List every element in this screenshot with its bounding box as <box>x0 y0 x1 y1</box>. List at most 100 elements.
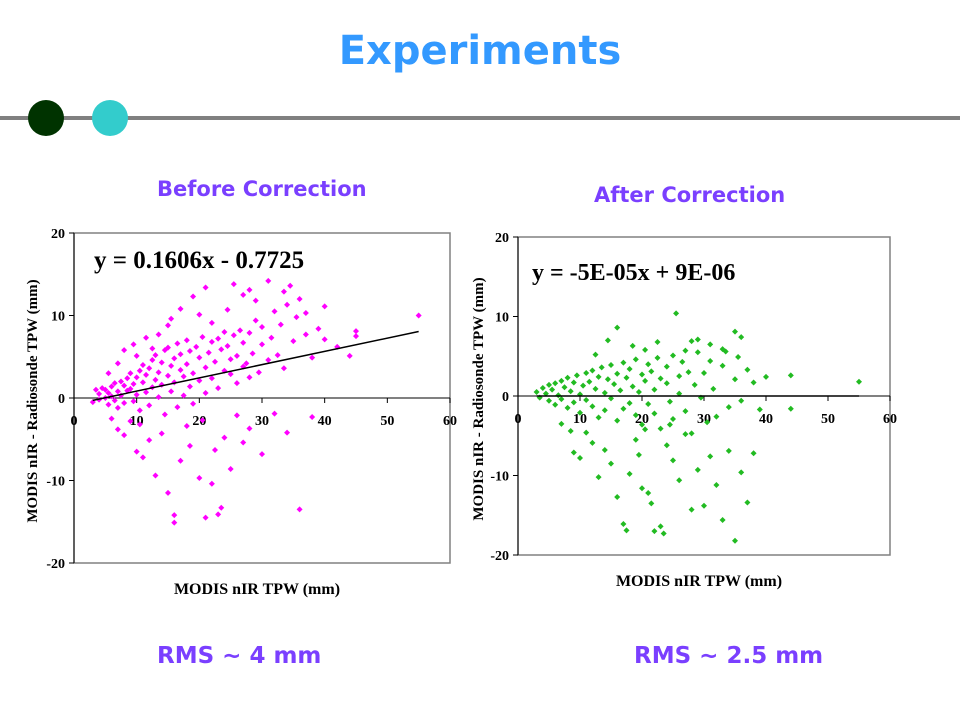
data-point <box>676 390 683 397</box>
data-point <box>309 413 316 420</box>
data-point <box>114 426 121 433</box>
data-point <box>533 389 540 396</box>
data-point <box>252 317 259 324</box>
data-point <box>735 354 742 361</box>
data-point <box>623 527 630 534</box>
data-point <box>670 352 676 359</box>
data-point <box>246 329 253 336</box>
data-point <box>143 389 150 396</box>
data-point <box>583 369 590 376</box>
data-point <box>174 340 181 347</box>
data-point <box>108 383 115 390</box>
data-point <box>580 382 587 389</box>
data-point <box>682 431 689 438</box>
y-tick-label: 10 <box>51 310 65 325</box>
slide-title: Experiments <box>338 28 622 74</box>
data-point <box>586 378 593 385</box>
data-point <box>208 319 215 326</box>
data-point <box>654 338 661 345</box>
data-point <box>592 351 599 358</box>
data-point <box>701 502 707 509</box>
data-point <box>152 472 159 479</box>
data-point <box>290 338 297 345</box>
data-point <box>614 370 621 377</box>
data-point <box>271 410 278 417</box>
data-point <box>280 365 287 372</box>
data-point <box>756 406 763 413</box>
data-point <box>657 523 664 530</box>
data-point <box>221 434 228 441</box>
data-point <box>663 380 670 387</box>
data-point <box>694 466 701 473</box>
y-tick-label: -20 <box>490 549 509 564</box>
data-point <box>558 377 565 384</box>
data-point <box>130 341 137 348</box>
data-point <box>121 347 128 354</box>
y-tick-label: 0 <box>58 392 65 407</box>
data-point <box>196 354 203 361</box>
data-point <box>601 407 608 414</box>
data-point <box>227 356 234 363</box>
data-point <box>136 367 143 374</box>
data-point <box>168 315 175 322</box>
data-point <box>744 366 751 373</box>
data-point <box>246 286 253 293</box>
data-point <box>642 346 649 353</box>
data-point <box>583 396 590 403</box>
data-point <box>573 372 580 379</box>
data-point <box>666 398 673 405</box>
data-point <box>657 375 664 382</box>
data-point <box>611 381 618 388</box>
data-point <box>719 346 726 353</box>
dark-green-dot <box>28 100 64 136</box>
data-point <box>136 407 143 414</box>
data-point <box>679 358 686 365</box>
data-point <box>632 356 639 363</box>
data-point <box>233 412 240 419</box>
data-point <box>127 385 134 392</box>
data-point <box>249 350 256 357</box>
data-point <box>651 386 658 393</box>
data-point <box>177 457 184 464</box>
data-point <box>183 423 190 430</box>
data-point <box>212 446 218 453</box>
data-point <box>670 457 676 464</box>
data-point <box>567 427 574 434</box>
data-point <box>133 352 140 359</box>
data-point <box>691 381 698 388</box>
data-point <box>309 354 316 361</box>
data-point <box>105 390 112 397</box>
data-point <box>601 389 608 396</box>
data-point <box>604 337 611 344</box>
data-point <box>651 528 658 535</box>
data-point <box>202 284 209 291</box>
rms-after: RMS ~ 2.5 mm <box>634 643 824 669</box>
data-point <box>302 310 309 317</box>
x-tick-label: 50 <box>380 414 394 429</box>
x-tick-label: 10 <box>573 412 587 427</box>
data-point <box>240 291 247 298</box>
data-point <box>713 482 720 489</box>
data-point <box>645 400 652 407</box>
data-point <box>719 362 726 369</box>
data-point <box>208 480 215 487</box>
trend-equation: y = 0.1606x - 0.7725 <box>94 247 304 274</box>
data-point <box>642 426 649 433</box>
data-point <box>750 450 757 457</box>
data-point <box>539 385 546 392</box>
data-point <box>196 377 203 384</box>
data-point <box>190 370 197 377</box>
data-point <box>149 357 156 364</box>
data-point <box>639 485 645 492</box>
data-point <box>171 519 178 526</box>
data-point <box>102 386 109 393</box>
data-point <box>190 400 197 407</box>
data-point <box>608 361 614 368</box>
data-point <box>199 417 206 424</box>
data-point <box>623 374 630 381</box>
data-point <box>165 489 171 496</box>
x-axis-title: MODIS nIR TPW (mm) <box>174 581 340 598</box>
data-point <box>158 359 165 366</box>
data-point <box>165 344 171 351</box>
data-point <box>158 430 165 437</box>
